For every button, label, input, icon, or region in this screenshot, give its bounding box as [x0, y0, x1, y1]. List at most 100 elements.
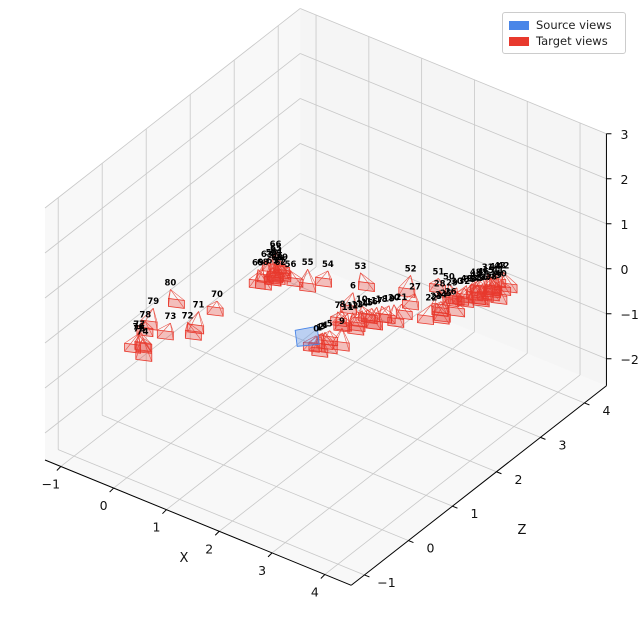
- camera-label: 7: [335, 301, 341, 311]
- camera-label: 53: [355, 262, 367, 272]
- camera-label: 4: [322, 321, 328, 331]
- camera-frustum-edge: [417, 304, 432, 323]
- camera-frustum-edge: [135, 338, 143, 352]
- camera-label: 64: [271, 248, 283, 258]
- camera-frustum-edge: [341, 328, 350, 352]
- grid-line-x: [166, 309, 422, 510]
- camera-frustum-edge: [257, 260, 268, 274]
- camera-frustum-edge: [264, 267, 280, 277]
- camera-frustum-edge: [278, 267, 282, 287]
- camera-frustum-edge: [472, 283, 483, 306]
- camera-label: 10: [356, 295, 368, 305]
- y-tick-label: 0: [620, 262, 628, 277]
- camera-frustum-edge: [248, 268, 264, 288]
- camera-frustum-edge: [371, 308, 378, 316]
- camera-frustum-edge: [342, 310, 347, 319]
- camera-label: 11: [342, 303, 354, 313]
- camera-label: 26: [445, 287, 457, 297]
- camera-frustum-edge: [280, 268, 286, 285]
- camera-frustum-edge: [366, 307, 378, 329]
- camera-label: 19: [383, 295, 395, 305]
- camera-frustum-edge: [249, 268, 263, 280]
- legend: Source views Target views: [502, 12, 626, 54]
- camera-frustum-edge: [375, 305, 390, 322]
- z-tick-mark: [364, 574, 370, 578]
- camera-frustum-edge: [450, 298, 465, 318]
- x-tick-label: 4: [311, 584, 319, 599]
- camera-frustum-edge: [264, 264, 278, 285]
- z-tick-label: 3: [558, 437, 566, 452]
- camera-label: 69: [252, 258, 264, 268]
- camera-frustum: [167, 289, 185, 309]
- camera-label: 24: [435, 291, 447, 301]
- camera-frustum-edge: [402, 293, 416, 309]
- camera-frustum-edge: [466, 284, 479, 292]
- camera-frustum-edge: [431, 290, 440, 312]
- camera-frustum: [299, 269, 317, 293]
- camera-frustum: [135, 338, 153, 362]
- camera-frustum-edge: [145, 321, 154, 329]
- camera-frustum-face: [358, 281, 375, 293]
- camera-frustum-edge: [262, 268, 266, 290]
- camera-label: 3: [320, 322, 326, 332]
- x-tick-mark: [162, 509, 167, 515]
- camera-frustum-edge: [366, 309, 382, 330]
- z-tick-mark: [408, 540, 414, 544]
- camera-label: 73: [164, 312, 176, 322]
- legend-swatch-target: [509, 36, 529, 46]
- camera-label: 37: [480, 273, 492, 283]
- camera-frustum-edge: [134, 335, 140, 350]
- camera-label: 72: [182, 311, 194, 321]
- camera-frustum-edge: [315, 270, 329, 286]
- camera-label: 18: [376, 295, 388, 305]
- camera-frustum-edge: [473, 285, 489, 306]
- camera-frustum-edge: [358, 305, 363, 321]
- grid-line-y-back: [300, 53, 607, 180]
- grid-line-x: [271, 353, 528, 554]
- camera-label: 9: [339, 317, 345, 327]
- camera-frustum-edge: [500, 280, 511, 288]
- camera-frustum-edge: [381, 305, 396, 316]
- camera-label: 80: [164, 278, 176, 288]
- camera-frustum: [358, 272, 375, 293]
- camera-frustum-edge: [324, 331, 338, 347]
- camera-frustum-edge: [333, 328, 343, 342]
- camera-frustum-edge: [388, 305, 392, 324]
- grid-line-z: [58, 449, 365, 576]
- camera-frustum-edge: [135, 338, 143, 360]
- camera-frustums: [124, 251, 518, 362]
- camera-label: 6: [350, 282, 356, 292]
- grid-line-x: [324, 374, 581, 575]
- camera-label: 75: [133, 325, 145, 335]
- camera-frustum-edge: [366, 309, 381, 322]
- floor-pane: [45, 260, 607, 586]
- camera-frustum-edge: [489, 272, 501, 279]
- camera-frustum-edge: [139, 335, 152, 344]
- camera-frustum-edge: [315, 270, 329, 278]
- camera-frustum-edge: [401, 303, 413, 312]
- grid-line-z: [102, 414, 409, 541]
- camera-label: 45: [482, 266, 494, 276]
- camera-label: 67: [267, 257, 279, 267]
- camera-frustum-edge: [429, 278, 439, 292]
- camera-frustum-edge: [358, 272, 361, 290]
- grid-line-x: [218, 331, 475, 532]
- camera-frustum-edge: [483, 273, 488, 294]
- camera-label: 40: [495, 269, 507, 279]
- camera-frustum-edge: [152, 308, 158, 331]
- camera-label: 32: [458, 277, 470, 287]
- legend-label-target: Target views: [536, 34, 608, 48]
- camera-label: 22: [425, 294, 437, 304]
- camera-frustum-edge: [170, 289, 185, 309]
- camera-label: 20: [388, 294, 400, 304]
- camera-frustum-edge: [198, 311, 204, 335]
- camera-label: 76: [133, 323, 145, 333]
- camera-frustum-edge: [327, 270, 332, 288]
- camera-label: 63: [261, 250, 273, 260]
- camera-frustum: [490, 281, 508, 305]
- x-tick-mark: [109, 487, 114, 493]
- camera-label: 39: [490, 271, 502, 281]
- camera-frustum-edge: [499, 272, 507, 288]
